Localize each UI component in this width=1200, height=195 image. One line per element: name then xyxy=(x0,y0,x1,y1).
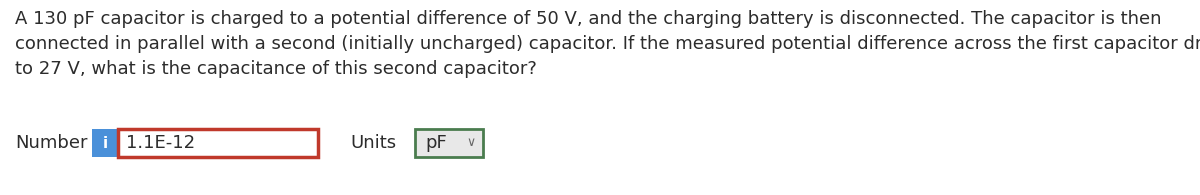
Text: pF: pF xyxy=(425,134,446,152)
Text: ∨: ∨ xyxy=(467,136,475,150)
FancyBboxPatch shape xyxy=(92,129,118,157)
Text: i: i xyxy=(102,136,108,151)
Text: Units: Units xyxy=(350,134,396,152)
FancyBboxPatch shape xyxy=(118,129,318,157)
Text: to 27 V, what is the capacitance of this second capacitor?: to 27 V, what is the capacitance of this… xyxy=(14,60,536,78)
Text: Number: Number xyxy=(14,134,88,152)
Text: 1.1E-12: 1.1E-12 xyxy=(126,134,196,152)
Text: A 130 pF capacitor is charged to a potential difference of 50 V, and the chargin: A 130 pF capacitor is charged to a poten… xyxy=(14,10,1162,28)
Text: connected in parallel with a second (initially uncharged) capacitor. If the meas: connected in parallel with a second (ini… xyxy=(14,35,1200,53)
FancyBboxPatch shape xyxy=(415,129,482,157)
